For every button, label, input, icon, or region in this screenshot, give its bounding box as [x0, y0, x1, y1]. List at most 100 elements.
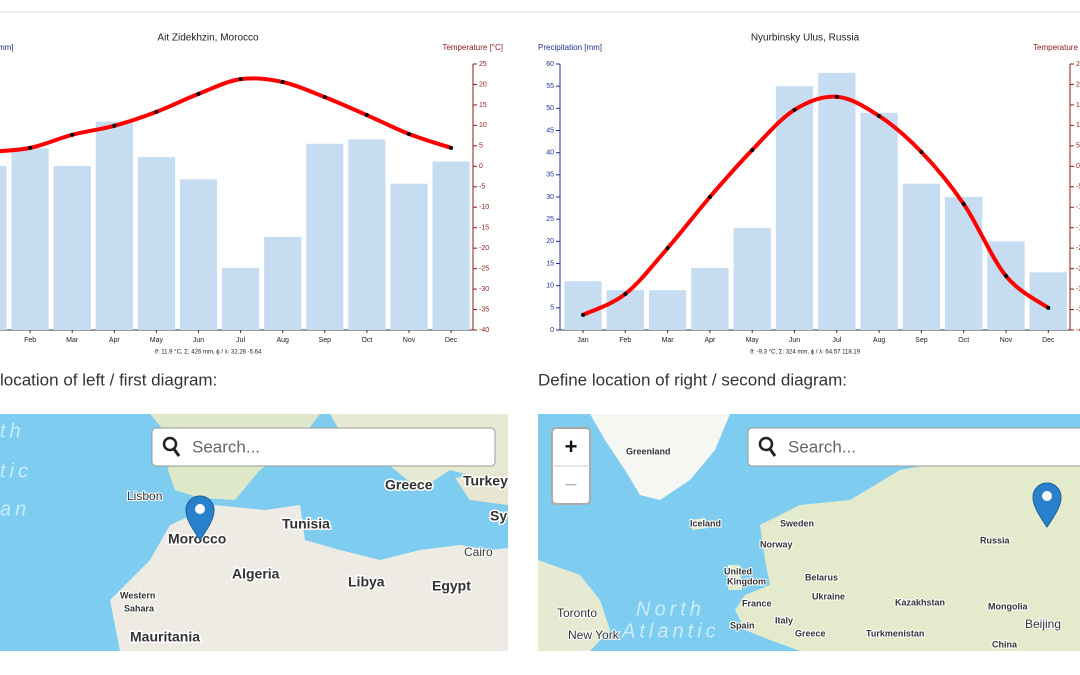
bar — [945, 197, 983, 330]
y2-tick-label: 25 — [1076, 61, 1080, 68]
map-label: Greece — [795, 628, 826, 638]
x-tick-label: Jul — [832, 337, 841, 344]
temperature-point — [70, 132, 75, 137]
search-icon — [768, 448, 777, 457]
heading: location of left / first diagram: — [0, 370, 217, 389]
x-tick-label: Feb — [24, 337, 36, 344]
chart-footnote: ϑ: -9.3 °C, Σ: 324 mm, ϕ / λ: 64.57 118.… — [750, 350, 861, 356]
x-tick-label: Apr — [109, 337, 121, 344]
bar — [264, 236, 302, 330]
y2-tick-label: 5 — [1076, 143, 1080, 150]
map-label: Lisbon — [127, 489, 162, 503]
y2-tick-label: -40 — [1076, 327, 1080, 334]
y-tick-label: 55 — [546, 83, 554, 90]
map-label: Egypt — [432, 578, 471, 594]
y-tick-label: 10 — [546, 283, 554, 290]
bar — [137, 157, 175, 330]
bar — [860, 112, 898, 331]
x-tick-label: Sep — [915, 337, 928, 344]
x-tick-label: Jun — [789, 337, 800, 344]
map[interactable]: Greenland Iceland Sweden Norway United K… — [538, 414, 1080, 651]
y-tick-label: 20 — [546, 238, 554, 245]
map-label: Cairo — [464, 545, 493, 559]
heading: Define location of right / second diagra… — [538, 370, 847, 389]
temperature-point — [280, 80, 285, 85]
map-label: Toronto — [557, 606, 597, 620]
map-label: Turkmenistan — [866, 628, 924, 638]
x-tick-label: Oct — [958, 337, 969, 344]
search-icon — [758, 436, 774, 452]
y-tick-label: 45 — [546, 127, 554, 134]
y-axis-label: Precipitation [mm] — [538, 43, 602, 52]
bar — [733, 228, 771, 330]
x-tick-label: Oct — [361, 337, 372, 344]
map-pin[interactable] — [1032, 482, 1062, 528]
y-tick-label: 60 — [546, 61, 554, 68]
y2-tick-label: 10 — [1076, 122, 1080, 129]
map-label: Atlantic — [621, 620, 720, 642]
bar — [648, 290, 687, 330]
y-tick-label: 0 — [550, 327, 554, 334]
map-label: Italy — [775, 615, 793, 625]
x-tick-label: Nov — [1000, 337, 1013, 344]
charts: Ait Zidekhzin, Morocco ϑ: 11.9 °C, Σ: 426… — [0, 33, 1080, 356]
map-label: an — [0, 498, 30, 520]
map-label: Kingdom — [727, 576, 766, 586]
map-label: th — [0, 420, 25, 442]
temperature-point — [877, 113, 882, 118]
y2-tick-label: -25 — [1076, 265, 1080, 272]
map-label: Belarus — [805, 572, 838, 582]
map-pin[interactable] — [185, 495, 215, 541]
bar — [53, 165, 91, 330]
bar — [691, 267, 729, 330]
bar — [222, 267, 260, 330]
x-tick-label: Mar — [662, 337, 675, 344]
bar — [179, 179, 218, 330]
y2-tick-label: -15 — [479, 225, 489, 232]
search-box[interactable] — [747, 427, 1080, 467]
map-label: Libya — [348, 574, 385, 590]
x-tick-label: Jan — [577, 337, 588, 344]
y-tick-label: 40 — [546, 150, 554, 157]
bar — [390, 183, 428, 330]
temperature-point — [919, 149, 924, 154]
y2-tick-label: 20 — [1076, 81, 1080, 88]
temperature-point — [238, 77, 243, 82]
map-label: Western — [120, 590, 155, 600]
temperature-point — [750, 147, 755, 152]
zoom-out[interactable]: − — [565, 472, 578, 497]
y2-axis-label: Temperature [°C] — [442, 43, 503, 52]
map-label: China — [992, 639, 1018, 649]
temperature-point — [665, 246, 670, 251]
search-placeholder: Search... — [192, 437, 260, 456]
map-label: Mauritania — [130, 629, 200, 645]
bar — [606, 290, 644, 330]
y2-tick-label: -35 — [479, 306, 489, 313]
bar — [775, 86, 814, 331]
x-tick-label: Jun — [193, 337, 204, 344]
map[interactable]: th tic an Lisbon Morocco Greece Turkey S… — [0, 414, 508, 651]
search-box[interactable] — [151, 427, 496, 467]
y-tick-label: 30 — [546, 194, 554, 201]
search-placeholder: Search... — [788, 437, 856, 456]
y2-tick-label: -30 — [479, 286, 489, 293]
y2-tick-label: -40 — [479, 327, 489, 334]
map-label: Norway — [760, 539, 793, 549]
land — [538, 560, 610, 651]
zoom-in[interactable]: + — [565, 434, 578, 459]
bar — [902, 183, 941, 330]
y-tick-label: 5 — [550, 305, 554, 312]
x-tick-label: Mar — [66, 337, 79, 344]
y2-tick-label: -25 — [479, 265, 489, 272]
y2-tick-label: 15 — [1076, 102, 1080, 109]
bar — [564, 281, 602, 330]
x-tick-label: Aug — [873, 337, 886, 344]
y2-tick-label: -35 — [1076, 306, 1080, 313]
bar — [348, 139, 386, 330]
temperature-point — [154, 109, 159, 114]
temperature-point — [1046, 305, 1051, 310]
temperature-point — [28, 145, 33, 150]
map-label: Russia — [980, 535, 1011, 545]
